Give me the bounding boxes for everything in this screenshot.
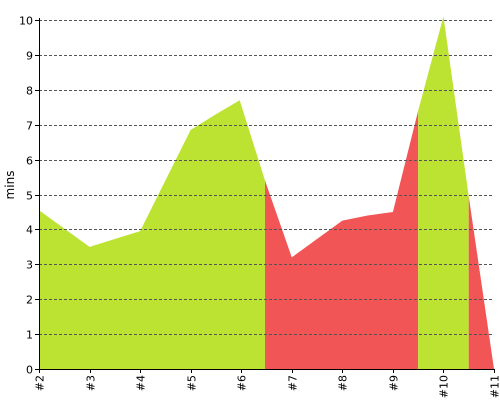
x-tick-label: #7 <box>287 375 300 391</box>
x-tick-label: #10 <box>438 375 451 398</box>
y-axis-label: mins <box>3 171 17 200</box>
y-tick-label: 8 <box>26 85 33 98</box>
x-tick-label: #6 <box>236 375 249 391</box>
y-tick-label: 5 <box>26 190 33 203</box>
y-tick-label: 2 <box>26 294 33 307</box>
x-tick-label: #9 <box>388 375 401 391</box>
y-tick-label: 6 <box>26 155 33 168</box>
y-tick-label: 10 <box>19 15 33 28</box>
area-segment-3 <box>418 16 469 369</box>
gridlines <box>39 20 494 335</box>
area-segment-4 <box>468 196 494 369</box>
x-axis-ticks: #2 #3 #4 #5 #6 #7 #8 #9 #10 #11 <box>34 369 500 398</box>
y-tick-label: 1 <box>26 329 33 342</box>
area-segment-1 <box>39 100 265 370</box>
x-tick-label: #8 <box>337 375 350 391</box>
area-segment-2 <box>264 110 419 370</box>
x-tick-label: #11 <box>489 375 500 398</box>
x-tick-label: #3 <box>85 375 98 391</box>
y-tick-label: 7 <box>26 120 33 133</box>
axes <box>39 18 494 370</box>
y-tick-label: 3 <box>26 259 33 272</box>
x-tick-label: #5 <box>186 375 199 391</box>
area-series <box>39 16 494 370</box>
x-tick-label: #2 <box>34 375 47 391</box>
y-tick-label: 0 <box>26 364 33 377</box>
x-tick-label: #4 <box>135 375 148 391</box>
y-tick-label: 9 <box>26 50 33 63</box>
y-tick-label: 4 <box>26 224 33 237</box>
y-axis-ticks: 0 1 2 3 4 5 6 7 8 9 10 <box>19 15 39 377</box>
